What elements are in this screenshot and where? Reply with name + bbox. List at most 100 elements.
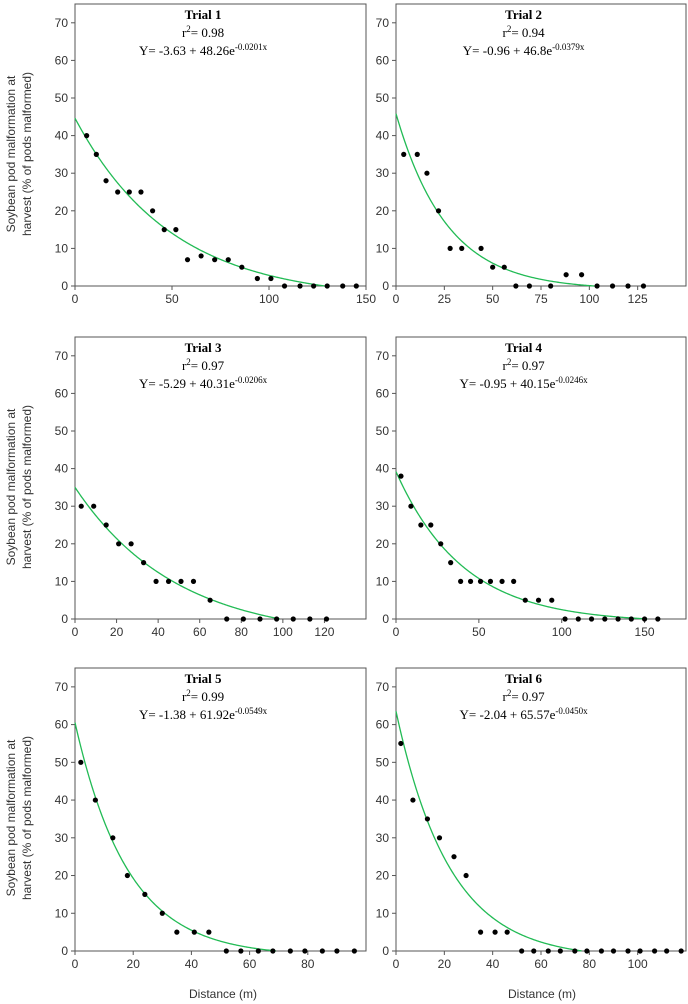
r-squared-value: = 0.97 bbox=[511, 358, 545, 373]
y-tick-label: 30 bbox=[55, 499, 69, 513]
y-tick-label: 20 bbox=[55, 869, 69, 883]
data-point bbox=[311, 283, 317, 289]
y-tick-label: 20 bbox=[376, 537, 390, 551]
data-point bbox=[207, 597, 213, 603]
panel-title: Trial 3 bbox=[185, 340, 222, 355]
data-point bbox=[504, 929, 510, 935]
data-point bbox=[463, 872, 469, 879]
data-point bbox=[637, 948, 643, 954]
data-point bbox=[640, 283, 647, 289]
plot-frame bbox=[395, 336, 687, 620]
data-point bbox=[351, 948, 357, 954]
x-tick-label: 100 bbox=[552, 625, 572, 639]
x-tick-label: 80 bbox=[301, 957, 315, 971]
data-point bbox=[451, 854, 457, 860]
fit-equation-exponent: -0.0549x bbox=[235, 706, 268, 716]
data-point bbox=[255, 948, 261, 954]
data-point bbox=[238, 948, 244, 954]
data-point bbox=[150, 208, 156, 214]
y-tick-label: 0 bbox=[382, 944, 389, 958]
data-point bbox=[257, 616, 263, 622]
y-tick-label: 50 bbox=[376, 424, 390, 438]
data-point bbox=[477, 929, 484, 935]
r-squared-sup: 2 bbox=[507, 24, 512, 34]
y-tick-label: 10 bbox=[376, 574, 390, 588]
x-tick-label: 0 bbox=[72, 625, 79, 639]
data-point bbox=[103, 522, 109, 528]
fit-equation-main: Y= -3.63 + 48.26e bbox=[139, 43, 235, 58]
data-point bbox=[254, 275, 260, 282]
x-tick-label: 100 bbox=[579, 292, 599, 306]
r-squared: r2= 0.97 bbox=[503, 688, 546, 704]
data-point bbox=[511, 578, 517, 585]
data-point bbox=[424, 816, 431, 822]
data-point bbox=[467, 578, 474, 585]
y-tick-label: 50 bbox=[55, 755, 69, 769]
data-point bbox=[110, 835, 116, 841]
y-axis-label-row1-line1: Soybean pod malformation at bbox=[4, 75, 18, 232]
data-point bbox=[459, 245, 465, 251]
data-point bbox=[664, 948, 670, 954]
fit-equation-exponent: -0.0201x bbox=[235, 42, 268, 52]
plot-frame bbox=[74, 667, 367, 952]
data-point bbox=[297, 283, 303, 289]
y-tick-label: 60 bbox=[376, 718, 390, 732]
data-point bbox=[353, 283, 359, 289]
data-point bbox=[398, 473, 404, 479]
data-point bbox=[319, 948, 325, 954]
y-tick-label: 20 bbox=[55, 537, 69, 551]
data-point bbox=[641, 616, 648, 622]
x-tick-label: 20 bbox=[110, 625, 124, 639]
panel-title: Trial 4 bbox=[505, 340, 542, 355]
y-tick-label: 70 bbox=[55, 680, 69, 694]
data-point bbox=[212, 257, 218, 263]
data-point bbox=[240, 616, 246, 622]
y-tick-label: 20 bbox=[376, 204, 390, 218]
y-tick-label: 0 bbox=[61, 612, 68, 626]
fit-equation-exponent: -0.0246x bbox=[555, 375, 588, 385]
r-squared: r2= 0.98 bbox=[182, 24, 224, 40]
y-tick-label: 0 bbox=[382, 612, 389, 626]
x-tick-label: 100 bbox=[273, 625, 293, 639]
data-point bbox=[609, 283, 616, 289]
data-point bbox=[594, 283, 600, 289]
data-point bbox=[588, 616, 595, 622]
x-tick-label: 150 bbox=[356, 292, 376, 306]
y-tick-label: 70 bbox=[376, 349, 390, 363]
panel-trial-6: 0 10 20 30 40 50 60 70 0 20 40 60 80 100 Trial 6 r2= 0.… bbox=[376, 667, 687, 971]
data-point bbox=[138, 189, 144, 195]
fit-equation: Y= -2.04 + 65.57e-0.0450x bbox=[460, 706, 589, 722]
data-point bbox=[91, 503, 97, 509]
data-point bbox=[184, 257, 191, 263]
data-point bbox=[625, 948, 631, 954]
r-squared-sup: 2 bbox=[186, 688, 191, 698]
data-point bbox=[501, 264, 507, 270]
y-axis-label-row1-line2: harvest (% of pods malformed) bbox=[20, 72, 34, 236]
y-tick-label: 50 bbox=[55, 424, 69, 438]
panel-title: Trial 1 bbox=[185, 7, 222, 22]
data-point bbox=[290, 616, 296, 622]
x-tick-label: 100 bbox=[628, 957, 648, 971]
y-tick-label: 60 bbox=[55, 718, 69, 732]
data-point bbox=[124, 872, 130, 879]
fitted-curve bbox=[74, 117, 325, 287]
data-point bbox=[398, 740, 404, 747]
data-point bbox=[225, 257, 231, 263]
data-point bbox=[602, 616, 608, 622]
data-point bbox=[458, 578, 464, 585]
data-point bbox=[499, 578, 505, 585]
r-squared-value: = 0.94 bbox=[511, 25, 545, 40]
r-squared-prefix: r bbox=[503, 689, 508, 704]
y-tick-label: 30 bbox=[376, 499, 390, 513]
r-squared-prefix: r bbox=[182, 358, 187, 373]
data-point bbox=[191, 929, 197, 935]
x-tick-label: 50 bbox=[472, 625, 486, 639]
y-tick-label: 20 bbox=[55, 204, 69, 218]
data-point bbox=[490, 264, 496, 270]
fitted-curve bbox=[395, 113, 595, 287]
fit-equation: Y= -0.96 + 46.8e-0.0379x bbox=[463, 42, 585, 58]
data-point bbox=[410, 797, 416, 803]
r-squared: r2= 0.99 bbox=[182, 688, 224, 704]
r-squared-sup: 2 bbox=[186, 24, 191, 34]
